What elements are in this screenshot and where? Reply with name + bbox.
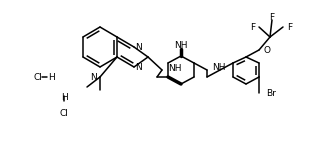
Text: H: H [48, 73, 54, 82]
Text: F: F [269, 12, 275, 21]
Text: N: N [135, 42, 142, 52]
Text: NH: NH [212, 62, 226, 71]
Text: Br: Br [266, 89, 276, 98]
Text: Cl: Cl [34, 73, 42, 82]
Text: Cl: Cl [60, 108, 68, 118]
Text: NH: NH [168, 63, 181, 73]
Text: N: N [135, 62, 142, 71]
Text: F: F [250, 22, 255, 32]
Text: O: O [264, 45, 271, 54]
Text: N: N [90, 73, 97, 82]
Text: NH: NH [174, 41, 188, 49]
Text: H: H [61, 94, 67, 103]
Text: F: F [287, 22, 292, 32]
